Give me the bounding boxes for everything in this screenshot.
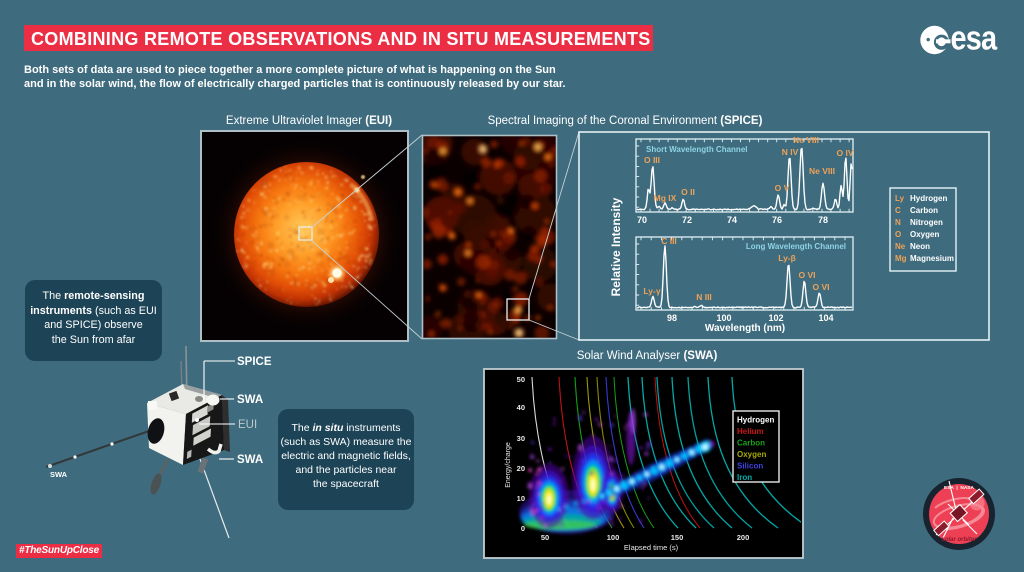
svg-text:30: 30 [517,434,525,443]
svg-text:O II: O II [681,187,695,197]
svg-text:Ly-β: Ly-β [778,253,796,263]
svg-text:SPICE: SPICE [237,356,272,368]
svg-text:Elapsed time (s): Elapsed time (s) [624,543,679,552]
svg-text:O III: O III [644,155,660,165]
svg-text:Iron: Iron [737,473,752,482]
svg-text:Ly: Ly [895,194,905,203]
svg-text:SWA: SWA [237,394,263,406]
svg-text:Short Wavelength Channel: Short Wavelength Channel [646,145,748,154]
svg-text:104: 104 [818,313,833,323]
svg-text:Silicon: Silicon [737,462,763,471]
svg-text:50: 50 [517,375,525,384]
svg-text:Wavelength (nm): Wavelength (nm) [705,323,785,334]
svg-text:Mg: Mg [895,254,907,263]
svg-text:Hydrogen: Hydrogen [910,194,947,203]
svg-text:Oxygen: Oxygen [737,450,766,459]
svg-text:20: 20 [517,464,525,473]
svg-text:102: 102 [768,313,783,323]
svg-text:Ly-γ: Ly-γ [643,286,660,296]
svg-text:0: 0 [521,524,525,533]
svg-text:72: 72 [682,215,692,225]
svg-text:Relative Intensity: Relative Intensity [609,197,623,296]
svg-text:N IV: N IV [782,147,799,157]
svg-text:N III: N III [696,292,712,302]
svg-text:78: 78 [818,215,828,225]
svg-text:Carbon: Carbon [910,206,938,215]
svg-text:O VI: O VI [798,270,815,280]
svg-text:Oxygen: Oxygen [910,230,939,239]
svg-text:C: C [895,206,901,215]
svg-text:Helium: Helium [737,427,764,436]
svg-text:Hydrogen: Hydrogen [737,416,774,425]
svg-text:Carbon: Carbon [737,439,765,448]
svg-text:50: 50 [541,533,549,542]
svg-text:Long Wavelength Channel: Long Wavelength Channel [746,242,846,251]
svg-text:Mg IX: Mg IX [654,193,677,203]
svg-text:40: 40 [517,403,525,412]
svg-text:ESA | NASA: ESA | NASA [944,485,974,491]
svg-text:O IV: O IV [836,148,853,158]
svg-text:100: 100 [716,313,731,323]
svg-text:O VI: O VI [812,282,829,292]
svg-text:74: 74 [727,215,737,225]
svg-text:O: O [895,230,901,239]
svg-text:Ne: Ne [895,242,906,251]
svg-text:10: 10 [517,494,525,503]
svg-text:N: N [895,218,901,227]
svg-text:Nitrogen: Nitrogen [910,218,943,227]
svg-text:70: 70 [637,215,647,225]
svg-text:98: 98 [667,313,677,323]
svg-text:EUI: EUI [238,419,257,431]
svg-text:O V: O V [775,183,790,193]
svg-text:76: 76 [772,215,782,225]
svg-text:Neon: Neon [910,242,930,251]
svg-text:solar orbiter: solar orbiter [941,537,977,543]
svg-text:150: 150 [671,533,684,542]
svg-text:200: 200 [737,533,750,542]
svg-text:SWA: SWA [50,470,68,479]
svg-text:Ne VIII: Ne VIII [809,166,835,176]
svg-text:Energy/charge: Energy/charge [505,442,512,488]
svg-text:esa: esa [951,18,998,57]
svg-text:Ne VIII: Ne VIII [793,135,819,145]
svg-text:Magnesium: Magnesium [910,254,954,263]
svg-text:SWA: SWA [237,454,263,466]
svg-text:C III: C III [661,236,677,246]
svg-text:100: 100 [607,533,620,542]
